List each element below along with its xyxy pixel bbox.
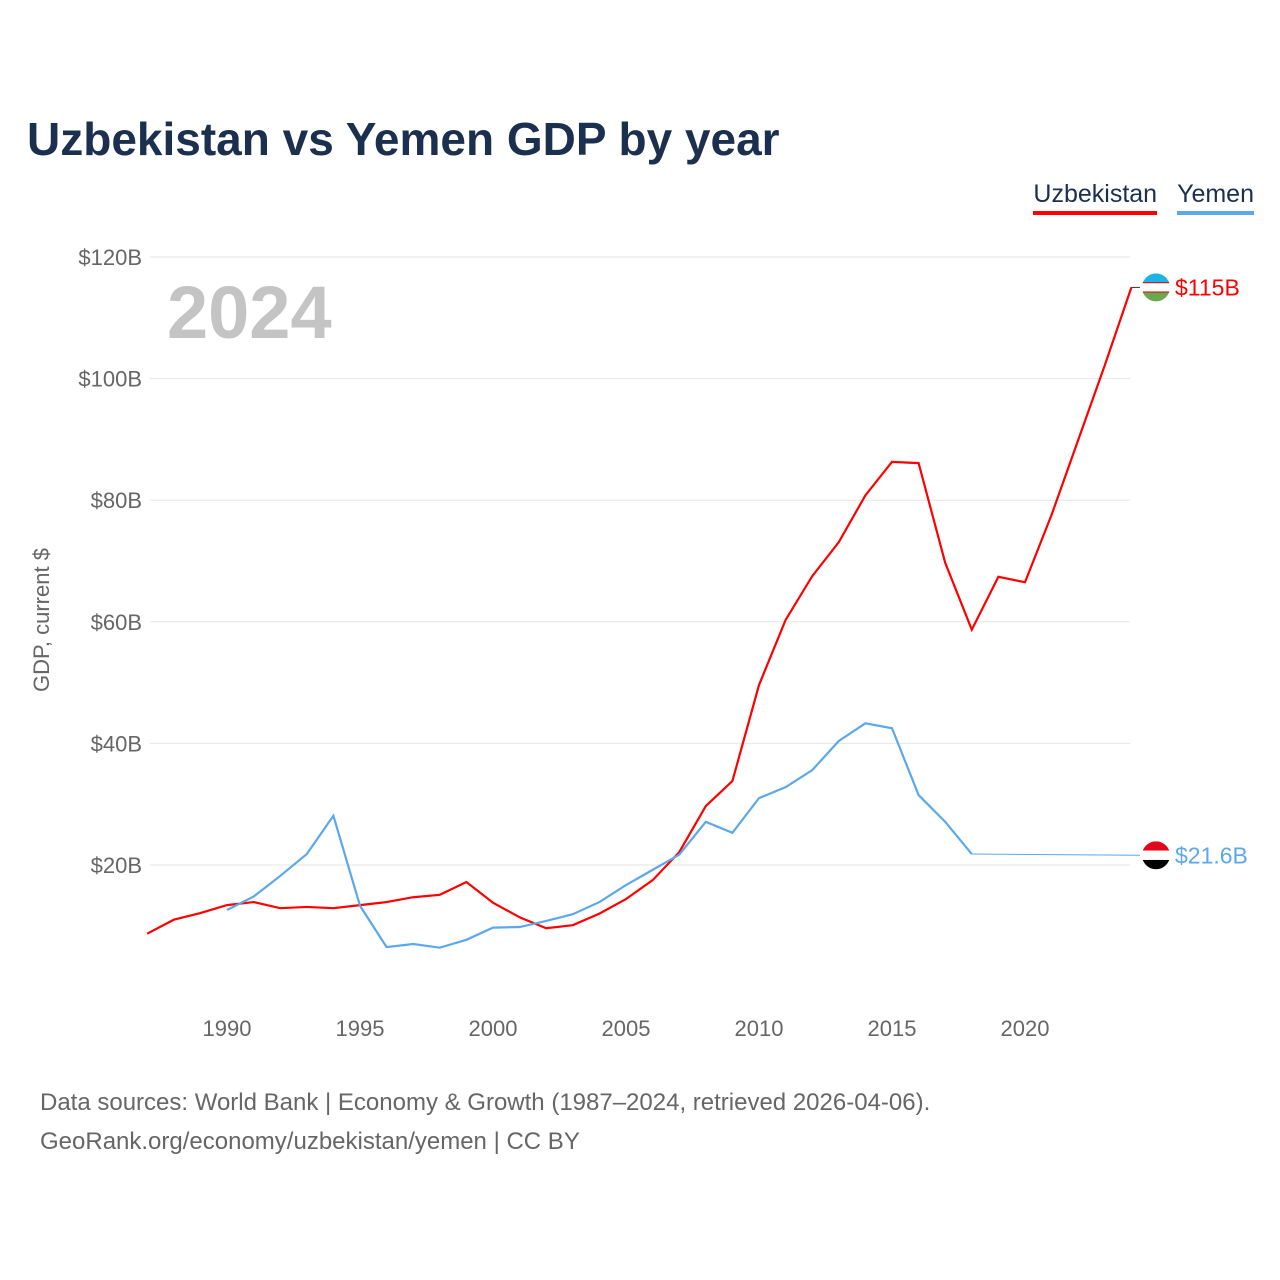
y-tick-label: $120B [78, 245, 142, 270]
y-tick-label: $80B [91, 488, 142, 513]
series-line-uzbekistan [146, 287, 1133, 935]
source-line-1: Data sources: World Bank | Economy & Gro… [40, 1089, 931, 1116]
end-value-label: $21.6B [1175, 842, 1248, 868]
series-extension [971, 853, 1141, 856]
legend: Uzbekistan Yemen [1033, 180, 1254, 215]
y-tick-label: $20B [91, 853, 142, 878]
source-line-2[interactable]: GeoRank.org/economy/uzbekistan/yemen | C… [40, 1128, 580, 1155]
x-tick-label: 2010 [735, 1016, 784, 1041]
x-tick-label: 2000 [469, 1016, 518, 1041]
chart-title: Uzbekistan vs Yemen GDP by year [27, 113, 780, 165]
series-line-yemen [226, 722, 973, 949]
end-value-label: $115B [1175, 274, 1240, 300]
yemen-flag-icon [1142, 841, 1170, 870]
legend-uzbekistan[interactable]: Uzbekistan [1033, 180, 1158, 215]
uzbekistan-flag-icon [1142, 273, 1170, 302]
y-tick-label: $60B [91, 610, 142, 635]
y-tick-label: $40B [91, 731, 142, 756]
year-watermark: 2024 [167, 271, 332, 354]
legend-yemen[interactable]: Yemen [1177, 180, 1254, 215]
x-tick-label: 2005 [602, 1016, 651, 1041]
x-tick-label: 2015 [868, 1016, 917, 1041]
x-tick-label: 1995 [336, 1016, 385, 1041]
x-tick-label: 2020 [1001, 1016, 1050, 1041]
y-tick-label: $100B [78, 367, 142, 392]
x-tick-label: 1990 [203, 1016, 252, 1041]
source-note: Data sources: World Bank | Economy & Gro… [40, 1083, 930, 1161]
